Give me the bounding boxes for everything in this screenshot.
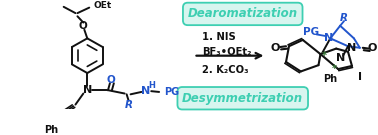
Text: PG: PG [164,87,179,97]
Text: O: O [107,75,115,85]
Text: I: I [358,72,362,82]
Text: N: N [141,86,150,96]
Text: *: * [322,51,327,61]
Text: Dearomatization: Dearomatization [188,7,298,20]
Text: O: O [79,21,88,31]
Text: *: * [332,64,337,74]
Text: PG: PG [302,27,319,37]
Text: 1. NIS: 1. NIS [202,32,236,42]
Text: N: N [336,53,345,63]
Text: 2. K₂CO₃: 2. K₂CO₃ [202,65,249,75]
Text: N: N [347,43,356,53]
Text: R: R [125,100,133,110]
Text: BF₃•OEt₂: BF₃•OEt₂ [202,47,252,57]
Text: Ph: Ph [44,125,58,135]
Text: N: N [324,33,333,43]
Text: Desymmetrization: Desymmetrization [182,92,303,105]
Text: O: O [368,43,377,53]
Text: R: R [340,13,348,23]
Text: N: N [83,85,92,95]
Text: O: O [271,43,280,53]
Text: Ph: Ph [323,74,338,84]
Text: OEt: OEt [93,1,112,10]
Text: H: H [148,81,155,90]
